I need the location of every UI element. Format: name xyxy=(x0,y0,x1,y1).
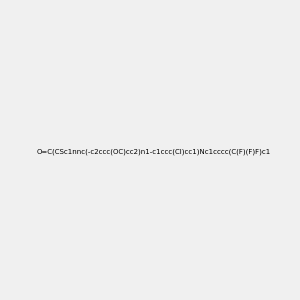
Text: O=C(CSc1nnc(-c2ccc(OC)cc2)n1-c1ccc(Cl)cc1)Nc1cccc(C(F)(F)F)c1: O=C(CSc1nnc(-c2ccc(OC)cc2)n1-c1ccc(Cl)cc… xyxy=(37,148,271,155)
